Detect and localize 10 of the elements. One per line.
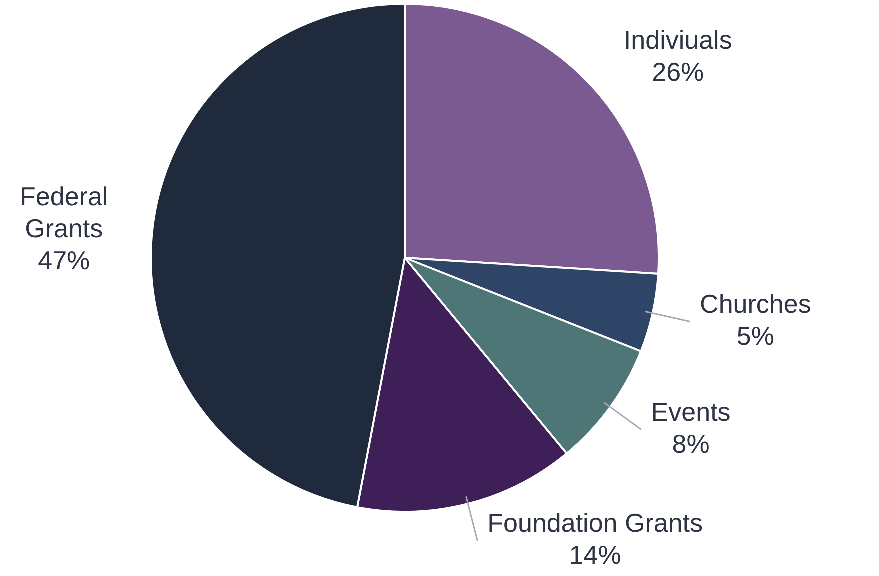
slice-label: Foundation Grants bbox=[488, 508, 703, 538]
slice-label: Churches bbox=[700, 288, 812, 319]
slice-label: Federal Grants bbox=[20, 182, 108, 244]
data-label: 47% bbox=[38, 246, 90, 276]
slice-label: Events bbox=[651, 396, 731, 427]
slice-label: Indiviuals bbox=[624, 25, 732, 56]
data-label: 5% bbox=[736, 320, 774, 351]
data-label: 26% bbox=[652, 57, 704, 88]
data-label: 14% bbox=[569, 540, 622, 570]
data-label: 8% bbox=[672, 428, 710, 459]
